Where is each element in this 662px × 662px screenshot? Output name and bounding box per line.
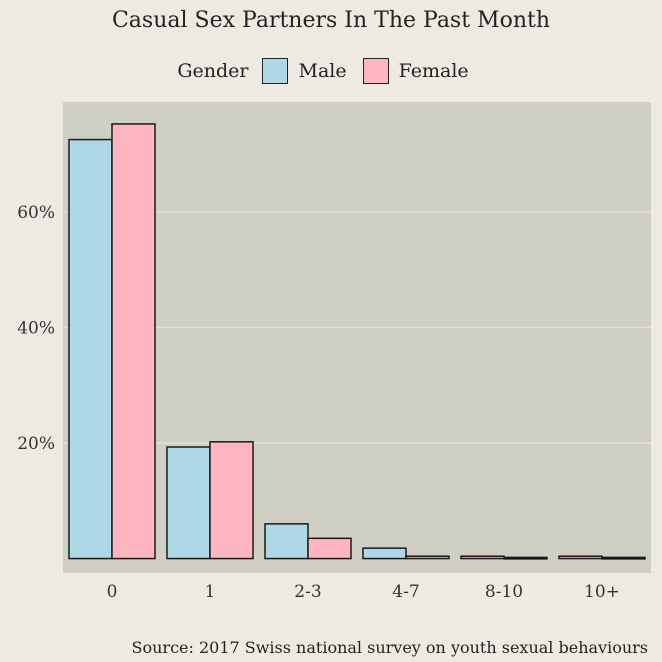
legend-swatch-male [262,58,289,84]
y-tick-label: 40% [17,318,55,338]
x-tick-label: 4-7 [392,582,419,602]
bar-female-2-3 [307,537,352,560]
x-tick-label: 8-10 [485,582,523,602]
bar-female-8-10 [503,556,548,560]
legend: Gender Male Female [0,58,662,84]
legend-item-male: Male [262,58,347,84]
bar-male-4-7 [362,547,407,560]
bar-male-0 [68,138,113,560]
legend-item-female: Female [362,58,469,84]
y-tick-label: 60% [17,203,55,223]
legend-swatch-female [362,58,389,84]
bar-male-10+ [558,555,603,560]
x-tick-label: 0 [107,582,118,602]
x-tick-label: 10+ [584,582,620,602]
y-tick-label: 20% [17,434,55,454]
bar-male-2-3 [264,523,309,560]
bar-female-1 [209,441,254,560]
bar-male-1 [166,446,211,560]
bar-female-4-7 [405,555,450,560]
legend-label-male: Male [298,60,347,82]
chart-title: Casual Sex Partners In The Past Month [111,8,551,33]
bar-male-8-10 [460,555,505,560]
legend-label-female: Female [398,60,469,82]
plot-panel [63,102,651,573]
x-tick-label: 1 [205,582,216,602]
bar-female-0 [111,123,156,560]
legend-title: Gender [177,60,249,82]
source-caption: Source: 2017 Swiss national survey on yo… [131,638,648,657]
bar-female-10+ [601,556,646,560]
x-tick-label: 2-3 [294,582,321,602]
